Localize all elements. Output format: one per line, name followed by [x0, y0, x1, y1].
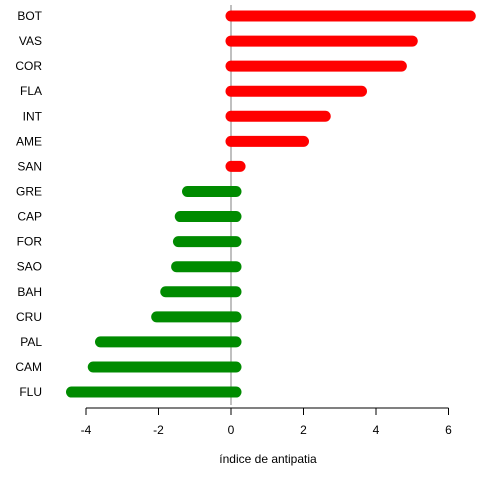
bars-group: [66, 10, 476, 398]
category-labels: BOT VAS COR FLA INT AME SAN GRE CAP FOR SAO BAH CRU P…: [15, 9, 42, 399]
category-label-gre: GRE: [16, 184, 42, 198]
category-label-cap: CAP: [17, 210, 42, 224]
category-label-cam: CAM: [15, 360, 42, 374]
category-label-sao: SAO: [17, 260, 42, 274]
category-label-cor: COR: [15, 59, 42, 73]
x-tick-label--4: -4: [81, 423, 92, 437]
x-axis-title: índice de antipatia: [219, 452, 317, 466]
category-label-for: FOR: [17, 235, 43, 249]
category-label-pal: PAL: [20, 335, 42, 349]
x-tick-label-0: 0: [228, 423, 235, 437]
x-tick-label-6: 6: [445, 423, 452, 437]
x-tick-label-4: 4: [373, 423, 380, 437]
category-label-int: INT: [23, 109, 43, 123]
x-tick-label-2: 2: [300, 423, 307, 437]
category-label-cru: CRU: [16, 310, 42, 324]
category-label-vas: VAS: [19, 34, 42, 48]
category-label-flu: FLU: [19, 385, 42, 399]
category-label-ame: AME: [16, 134, 42, 148]
category-label-san: SAN: [17, 159, 42, 173]
x-tick-label--2: -2: [153, 423, 164, 437]
category-label-bot: BOT: [17, 9, 42, 23]
category-label-fla: FLA: [20, 84, 42, 98]
category-label-bah: BAH: [17, 285, 42, 299]
x-axis: -4 -2 0 2 4 6: [81, 407, 452, 437]
